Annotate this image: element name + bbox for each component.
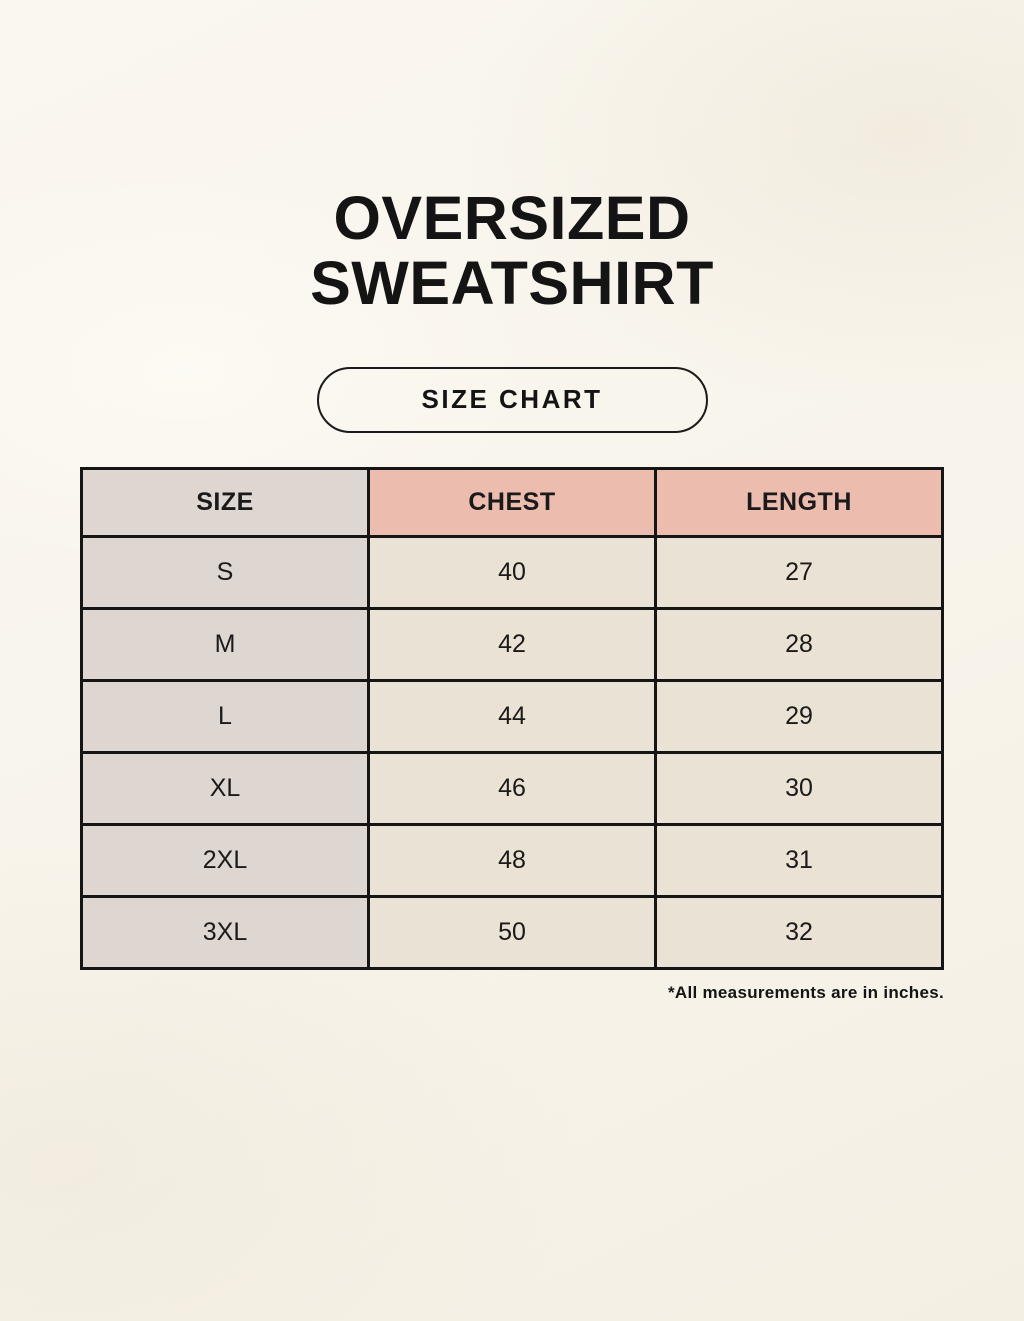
length-value: 31 [654,822,944,898]
size-label: L [80,678,370,754]
size-label: 3XL [80,894,370,970]
table-row: 3XL 50 32 [80,894,944,970]
table-row: S 40 27 [80,534,944,610]
size-label: M [80,606,370,682]
table-row: 2XL 48 31 [80,822,944,898]
page-title: OVERSIZED SWEATSHIRT [0,0,1024,317]
length-value: 29 [654,678,944,754]
size-label: S [80,534,370,610]
size-chart-badge: SIZE CHART [316,366,708,433]
page-title-line2: SWEATSHIRT [310,249,714,318]
table-row: M 42 28 [80,606,944,682]
table-row: L 44 29 [80,678,944,754]
size-chart-badge-label: SIZE CHART [421,384,603,415]
column-header-length: LENGTH [654,466,944,538]
chest-value: 50 [367,894,657,970]
chest-value: 46 [367,750,657,826]
length-value: 32 [654,894,944,970]
measurements-footnote: *All measurements are in inches. [667,982,944,1002]
length-value: 28 [654,606,944,682]
length-value: 27 [654,534,944,610]
table-row: XL 46 30 [80,750,944,826]
size-chart-table-container: SIZE CHEST LENGTH S 40 27 M 42 28 L [80,466,944,970]
chest-value: 44 [367,678,657,754]
size-chart-table: SIZE CHEST LENGTH S 40 27 M 42 28 L [80,466,944,970]
chest-value: 48 [367,822,657,898]
length-value: 30 [654,750,944,826]
size-label: 2XL [80,822,370,898]
chest-value: 42 [367,606,657,682]
page-title-line1: OVERSIZED [333,184,691,252]
column-header-size: SIZE [80,466,370,538]
column-header-chest: CHEST [367,466,657,538]
chest-value: 40 [367,534,657,610]
table-header-row: SIZE CHEST LENGTH [80,466,944,538]
size-label: XL [80,750,370,826]
